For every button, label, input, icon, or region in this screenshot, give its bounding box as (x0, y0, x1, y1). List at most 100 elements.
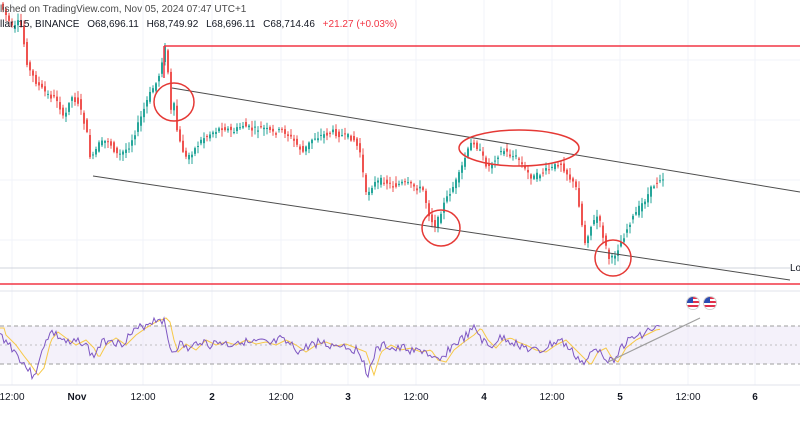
time-axis-label: 12:00 (539, 392, 565, 403)
time-axis-label: Nov (67, 392, 87, 403)
candle-body (287, 134, 289, 137)
candle-body (536, 172, 538, 180)
candle-body (251, 127, 253, 131)
time-axis-label: 4 (481, 392, 487, 403)
candle-body (128, 148, 130, 150)
candle-body (548, 169, 550, 171)
candle-body (494, 160, 496, 162)
candle-body (386, 179, 388, 184)
candle-body (566, 169, 568, 175)
candle-body (398, 183, 400, 185)
candle-body (101, 140, 103, 146)
candle-body (296, 138, 298, 145)
candle-body (563, 163, 565, 172)
candle-body (371, 187, 373, 194)
time-axis-label: 6 (752, 392, 758, 403)
candle-body (209, 134, 211, 139)
candle-body (182, 140, 184, 152)
candle-body (17, 20, 19, 26)
candle-body (230, 126, 232, 131)
candle-body (599, 216, 601, 221)
candle-body (89, 135, 91, 158)
candle-body (461, 165, 463, 173)
candle-body (131, 140, 133, 146)
candle-body (488, 164, 490, 167)
candle-body (143, 108, 145, 118)
open-value: O68,696.11 (87, 19, 139, 30)
candle-body (239, 127, 241, 129)
candle-body (476, 142, 478, 150)
candle-body (62, 107, 64, 116)
candle-body (503, 151, 505, 155)
candle-body (164, 46, 166, 62)
publish-info: lished on TradingView.com, Nov 05, 2024 … (0, 4, 247, 15)
candle-body (497, 157, 499, 160)
candle-body (332, 129, 334, 133)
candle-body (458, 172, 460, 183)
candle-body (593, 220, 595, 225)
candle-body (320, 134, 322, 136)
low-value: L68,696.11 (206, 19, 256, 30)
candle-body (545, 168, 547, 171)
candle-body (170, 71, 172, 110)
candle-body (500, 151, 502, 153)
candle-body (155, 83, 157, 91)
highlight-ellipse (153, 82, 195, 122)
candle-body (515, 155, 517, 157)
candle-body (2, 3, 4, 10)
candle-body (380, 177, 382, 185)
candle-body (302, 146, 304, 152)
candle-body (626, 229, 628, 233)
candle-body (389, 182, 391, 184)
candle-body (416, 188, 418, 191)
candle-body (98, 142, 100, 152)
candle-body (95, 148, 97, 155)
candle-body (5, 9, 7, 16)
candle-body (602, 225, 604, 238)
candle-body (26, 42, 28, 65)
candle-body (590, 226, 592, 236)
candle-body (404, 181, 406, 183)
candle-body (308, 142, 310, 150)
candle-body (578, 188, 580, 207)
candle-body (572, 178, 574, 182)
candle-body (59, 102, 61, 110)
candle-body (467, 148, 469, 157)
candle-body (194, 148, 196, 154)
candle-body (377, 180, 379, 183)
candle-body (14, 25, 16, 29)
candle-body (455, 179, 457, 189)
candle-body (509, 154, 511, 157)
candle-body (218, 128, 220, 132)
candle-body (20, 20, 22, 26)
candle-body (23, 25, 25, 45)
us-flag-icon[interactable] (686, 296, 700, 310)
candle-body (104, 140, 106, 143)
candle-body (47, 93, 49, 95)
candle-body (197, 146, 199, 148)
candle-body (119, 153, 121, 155)
candle-body (83, 112, 85, 124)
candle-body (149, 91, 151, 102)
candle-body (80, 99, 82, 110)
candle-body (233, 131, 235, 133)
candle-body (479, 149, 481, 151)
candle-body (350, 135, 352, 141)
candle-body (11, 22, 13, 26)
channel-lower-line (92, 175, 791, 281)
time-axis-label: 12:00 (0, 392, 25, 403)
candle-body (299, 146, 301, 150)
candle-body (620, 242, 622, 247)
candle-body (245, 122, 247, 127)
close-value: C68,714.46 (263, 19, 315, 30)
candle-body (554, 164, 556, 170)
us-flag-icon[interactable] (703, 296, 717, 310)
time-axis-label: 12:00 (130, 392, 156, 403)
candle-body (311, 139, 313, 144)
candle-body (44, 86, 46, 92)
candle-body (293, 138, 295, 141)
candle-body (248, 125, 250, 128)
candle-body (617, 250, 619, 256)
